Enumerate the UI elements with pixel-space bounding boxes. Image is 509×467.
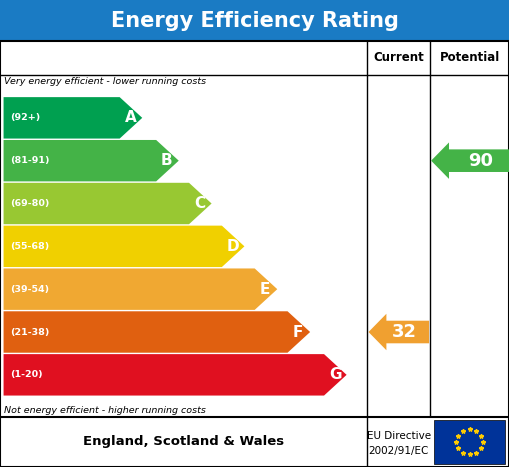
Text: C: C [194,196,205,211]
Text: (69-80): (69-80) [10,199,49,208]
Text: 90: 90 [468,152,493,170]
Bar [0,417,509,467]
Polygon shape [369,314,429,350]
Polygon shape [4,269,277,310]
Polygon shape [4,97,142,139]
Bar [434,419,505,464]
Polygon shape [4,226,244,267]
Text: B: B [161,153,173,168]
Text: F: F [292,325,303,340]
Polygon shape [4,311,310,353]
Text: EU Directive: EU Directive [367,431,431,441]
Text: Current: Current [374,51,424,64]
Text: (39-54): (39-54) [10,285,49,294]
Text: E: E [260,282,270,297]
Polygon shape [431,142,509,179]
Text: A: A [125,110,136,125]
Text: 2002/91/EC: 2002/91/EC [369,446,429,456]
Bar [0,0,509,41]
Text: (21-38): (21-38) [10,327,49,337]
Text: (81-91): (81-91) [10,156,49,165]
Text: G: G [329,368,342,382]
Text: Energy Efficiency Rating: Energy Efficiency Rating [110,11,399,30]
Polygon shape [4,354,347,396]
Polygon shape [4,183,212,224]
Text: Potential: Potential [439,51,500,64]
Text: (55-68): (55-68) [10,242,49,251]
Text: England, Scotland & Wales: England, Scotland & Wales [83,435,285,448]
Text: 32: 32 [392,323,417,341]
Text: Very energy efficient - lower running costs: Very energy efficient - lower running co… [4,77,206,85]
Polygon shape [4,140,179,181]
Text: D: D [227,239,239,254]
Text: (1-20): (1-20) [10,370,42,379]
Text: (92+): (92+) [10,113,40,122]
Text: Not energy efficient - higher running costs: Not energy efficient - higher running co… [4,406,206,415]
